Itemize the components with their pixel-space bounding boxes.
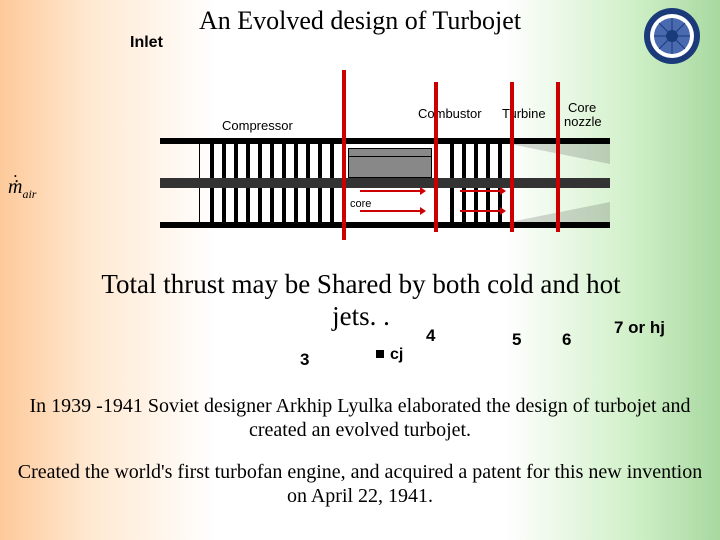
flow-arrow xyxy=(460,210,500,212)
page-title: An Evolved design of Turbojet xyxy=(0,0,720,36)
history-paragraph-1: In 1939 -1941 Soviet designer Arkhip Lyu… xyxy=(10,394,710,442)
flow-arrow xyxy=(460,190,500,192)
engine-body: core xyxy=(160,138,610,228)
institute-logo xyxy=(642,6,702,66)
station-4: 4 xyxy=(426,326,435,346)
combustor-can-bottom xyxy=(348,156,432,178)
station-vline xyxy=(342,70,346,240)
engine-diagram: core xyxy=(150,100,670,250)
station-vline xyxy=(434,82,438,232)
history-paragraph-2: Created the world's first turbofan engin… xyxy=(10,460,710,508)
nozzle-taper-top xyxy=(510,144,610,164)
main-statement: Total thrust may be Shared by both cold … xyxy=(86,268,636,333)
station-3: 3 xyxy=(300,350,309,370)
station-vline xyxy=(510,82,514,232)
flow-arrow xyxy=(360,210,420,212)
cj-bullet-icon xyxy=(376,350,384,358)
core-text-label: core xyxy=(350,198,371,210)
flow-arrow xyxy=(360,190,420,192)
station-6: 6 xyxy=(562,330,571,350)
inlet-label: Inlet xyxy=(130,34,163,52)
slide-content: An Evolved design of Turbojet Inlet • ṁa… xyxy=(0,0,720,540)
station-cj: cj xyxy=(390,346,403,364)
nozzle-taper-bottom xyxy=(510,202,610,222)
station-7: 7 or hj xyxy=(614,318,665,338)
mass-flow-label: • ṁair xyxy=(8,176,36,202)
engine-shaft xyxy=(160,178,610,188)
station-5: 5 xyxy=(512,330,521,350)
casing-bottom xyxy=(160,222,610,228)
station-vline xyxy=(556,82,560,232)
mair-sub: air xyxy=(22,187,36,201)
